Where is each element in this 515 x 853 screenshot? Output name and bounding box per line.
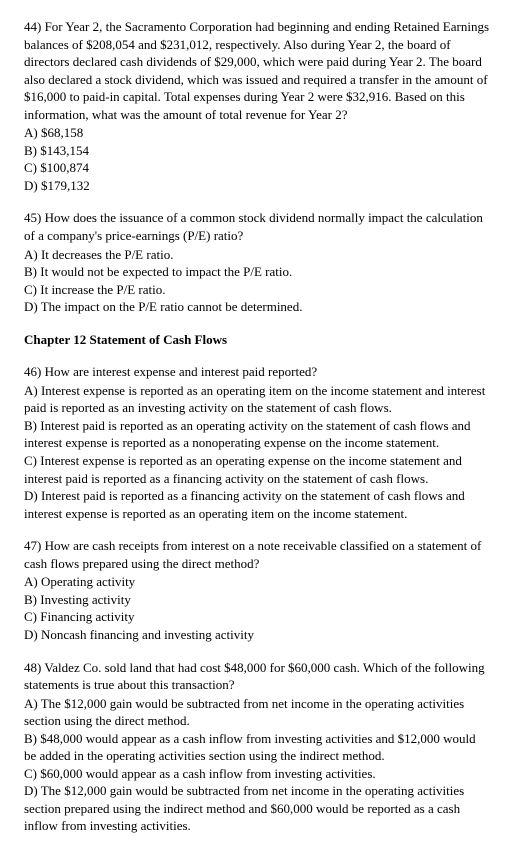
option-b: B) $143,154 (24, 142, 491, 160)
option-b: B) Interest paid is reported as an opera… (24, 417, 491, 452)
option-c: C) $60,000 would appear as a cash inflow… (24, 765, 491, 783)
question-stem: 47) How are cash receipts from interest … (24, 537, 491, 572)
question-stem: 48) Valdez Co. sold land that had cost $… (24, 659, 491, 694)
question-stem: 46) How are interest expense and interes… (24, 363, 491, 381)
chapter-heading: Chapter 12 Statement of Cash Flows (24, 331, 491, 349)
option-d: D) Noncash financing and investing activ… (24, 626, 491, 644)
question-45: 45) How does the issuance of a common st… (24, 209, 491, 315)
option-d: D) $179,132 (24, 177, 491, 195)
option-b: B) Investing activity (24, 591, 491, 609)
question-stem: 45) How does the issuance of a common st… (24, 209, 491, 244)
question-44: 44) For Year 2, the Sacramento Corporati… (24, 18, 491, 194)
question-stem: 44) For Year 2, the Sacramento Corporati… (24, 18, 491, 123)
option-a: A) Interest expense is reported as an op… (24, 382, 491, 417)
option-a: A) $68,158 (24, 124, 491, 142)
question-46: 46) How are interest expense and interes… (24, 363, 491, 522)
option-c: C) Financing activity (24, 608, 491, 626)
option-c: C) It increase the P/E ratio. (24, 281, 491, 299)
option-a: A) It decreases the P/E ratio. (24, 246, 491, 264)
option-a: A) Operating activity (24, 573, 491, 591)
option-c: C) $100,874 (24, 159, 491, 177)
option-d: D) The impact on the P/E ratio cannot be… (24, 298, 491, 316)
option-d: D) The $12,000 gain would be subtracted … (24, 782, 491, 835)
question-47: 47) How are cash receipts from interest … (24, 537, 491, 643)
option-b: B) It would not be expected to impact th… (24, 263, 491, 281)
option-b: B) $48,000 would appear as a cash inflow… (24, 730, 491, 765)
option-c: C) Interest expense is reported as an op… (24, 452, 491, 487)
question-48: 48) Valdez Co. sold land that had cost $… (24, 659, 491, 835)
option-d: D) Interest paid is reported as a financ… (24, 487, 491, 522)
